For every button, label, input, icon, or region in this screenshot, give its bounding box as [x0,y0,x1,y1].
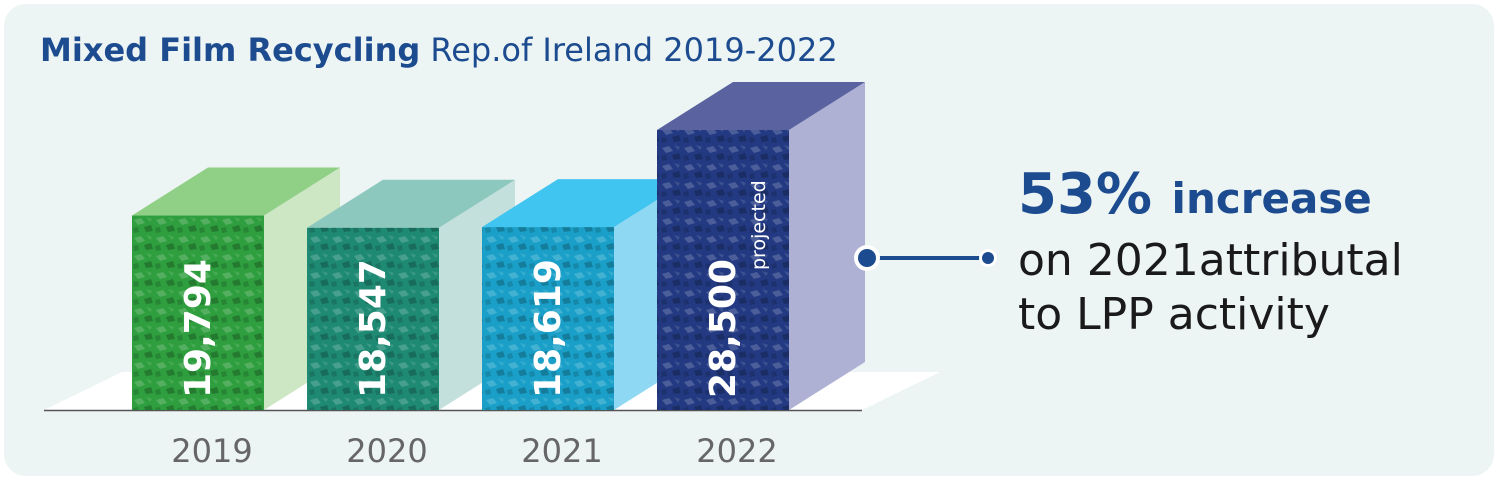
bar-top [307,179,515,228]
value-label: 28,500 [703,259,744,398]
chart-title: Mixed Film Recycling Rep.of Ireland 2019… [40,30,838,70]
category-label: 2022 [696,432,777,470]
bar-texture [307,227,439,410]
value-label: 19,794 [178,259,219,398]
bar-side [789,82,865,410]
title-rest: Rep.of Ireland 2019-2022 [430,31,838,69]
bar-top [657,82,865,130]
callout-connector [854,245,997,271]
bar-texture [657,130,789,410]
value-label: 18,619 [528,259,569,398]
callout-line-2: to LPP activity [1018,289,1330,340]
category-label: 2021 [521,432,602,470]
bar-top [482,179,690,228]
bar-top [132,167,340,216]
bar-2021: 18,619 2021 [482,179,690,470]
bar-2020: 18,547 2020 [307,179,515,470]
category-label: 2019 [171,432,252,470]
callout-line-1: on 2021attributal [1018,235,1403,286]
increase-percent: 53% [1018,162,1153,227]
callout: 53% increase on 2021attributal to LPP ac… [1018,160,1403,342]
bar-chart: 19,794 2019 18,547 2020 18,619 2021 28,500proj… [44,82,940,470]
projected-note: projected [748,180,770,270]
bar-texture [132,215,264,410]
title-bold: Mixed Film Recycling [40,31,421,69]
increase-headline: 53% increase [1018,160,1403,234]
increase-word: increase [1171,174,1372,223]
bar-texture [482,227,614,410]
category-label: 2020 [346,432,427,470]
value-label: 18,547 [353,259,394,398]
